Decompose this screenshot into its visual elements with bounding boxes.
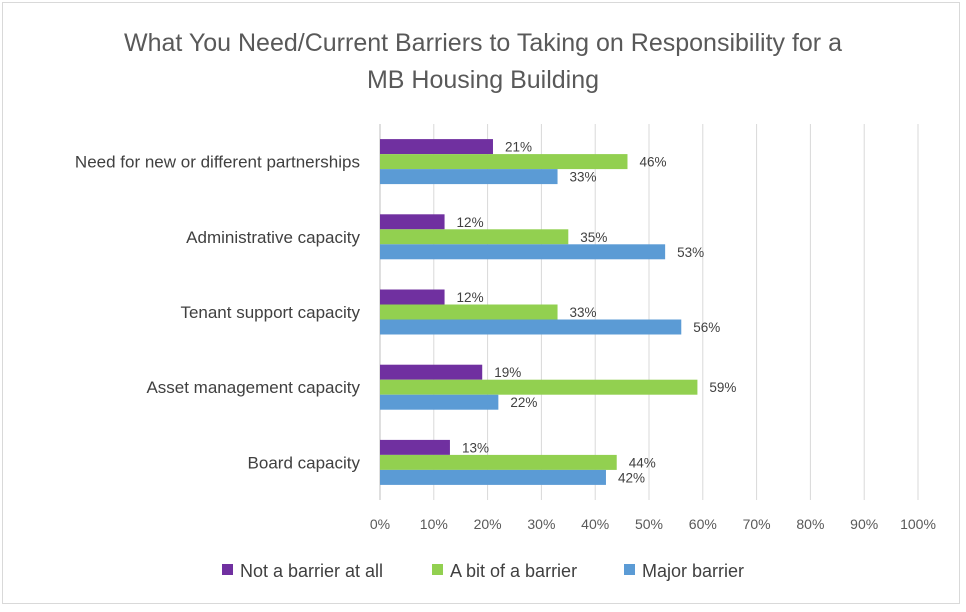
chart-frame — [2, 2, 960, 604]
x-tick-label: 60% — [689, 516, 717, 532]
x-tick-label: 0% — [370, 516, 390, 532]
x-axis-ticks: 0% 10% 20% 30% 40% 50% 60% 70% 80% 90% 100% — [370, 516, 936, 532]
chart-title-line-1: What You Need/Current Barriers to Taking… — [124, 29, 842, 57]
legend-label: Major barrier — [642, 561, 744, 581]
bar — [380, 214, 445, 230]
x-tick-label: 40% — [581, 516, 609, 532]
bar — [380, 139, 493, 155]
category-labels: Need for new or different partnerships Ad… — [75, 153, 361, 473]
category-label: Tenant support capacity — [180, 303, 360, 322]
bar — [380, 319, 682, 335]
bar-data-label: 56% — [693, 320, 720, 335]
legend-swatch — [432, 564, 443, 575]
category-label: Administrative capacity — [186, 228, 360, 247]
bar-data-label: 19% — [494, 365, 521, 380]
bar — [380, 154, 628, 170]
bar-data-label: 22% — [510, 395, 537, 410]
bar — [380, 244, 666, 260]
bar-data-label: 12% — [457, 290, 484, 305]
bar — [380, 229, 569, 245]
bar — [380, 379, 698, 395]
bar-data-label: 53% — [677, 245, 704, 260]
legend-label: A bit of a barrier — [450, 561, 577, 581]
bar — [380, 394, 499, 410]
legend-label: Not a barrier at all — [240, 561, 383, 581]
bar-data-label: 42% — [618, 470, 645, 485]
bar-data-label: 46% — [639, 155, 666, 170]
bar — [380, 304, 558, 320]
x-tick-label: 10% — [420, 516, 448, 532]
category-label: Need for new or different partnerships — [75, 153, 360, 172]
bar — [380, 454, 617, 470]
bar-data-label: 12% — [457, 215, 484, 230]
x-tick-label: 70% — [743, 516, 771, 532]
bar-data-label: 44% — [629, 455, 656, 470]
bar-data-label: 33% — [570, 170, 597, 185]
bars: 21% 46% 33% 12% 35% 53% 12% 33% 56% 19% 59% 22% 13% 4… — [380, 139, 736, 485]
x-tick-label: 20% — [474, 516, 502, 532]
bar — [380, 439, 450, 455]
bar-data-label: 59% — [709, 380, 736, 395]
bar-data-label: 13% — [462, 440, 489, 455]
bar — [380, 469, 606, 485]
category-label: Asset management capacity — [146, 378, 360, 397]
chart-title-line-2: MB Housing Building — [367, 66, 599, 94]
x-tick-label: 80% — [796, 516, 824, 532]
category-label: Board capacity — [248, 453, 361, 472]
bar — [380, 169, 558, 185]
x-tick-label: 30% — [527, 516, 555, 532]
x-tick-label: 100% — [900, 516, 936, 532]
legend: Not a barrier at all A bit of a barrier Ma… — [222, 561, 744, 581]
bar-data-label: 21% — [505, 140, 532, 155]
gridlines — [379, 124, 919, 500]
bar — [380, 364, 483, 380]
x-tick-label: 90% — [850, 516, 878, 532]
bar-data-label: 35% — [580, 230, 607, 245]
bar — [380, 289, 445, 305]
legend-swatch — [222, 564, 233, 575]
bar-data-label: 33% — [570, 305, 597, 320]
legend-swatch — [624, 564, 635, 575]
x-tick-label: 50% — [635, 516, 663, 532]
